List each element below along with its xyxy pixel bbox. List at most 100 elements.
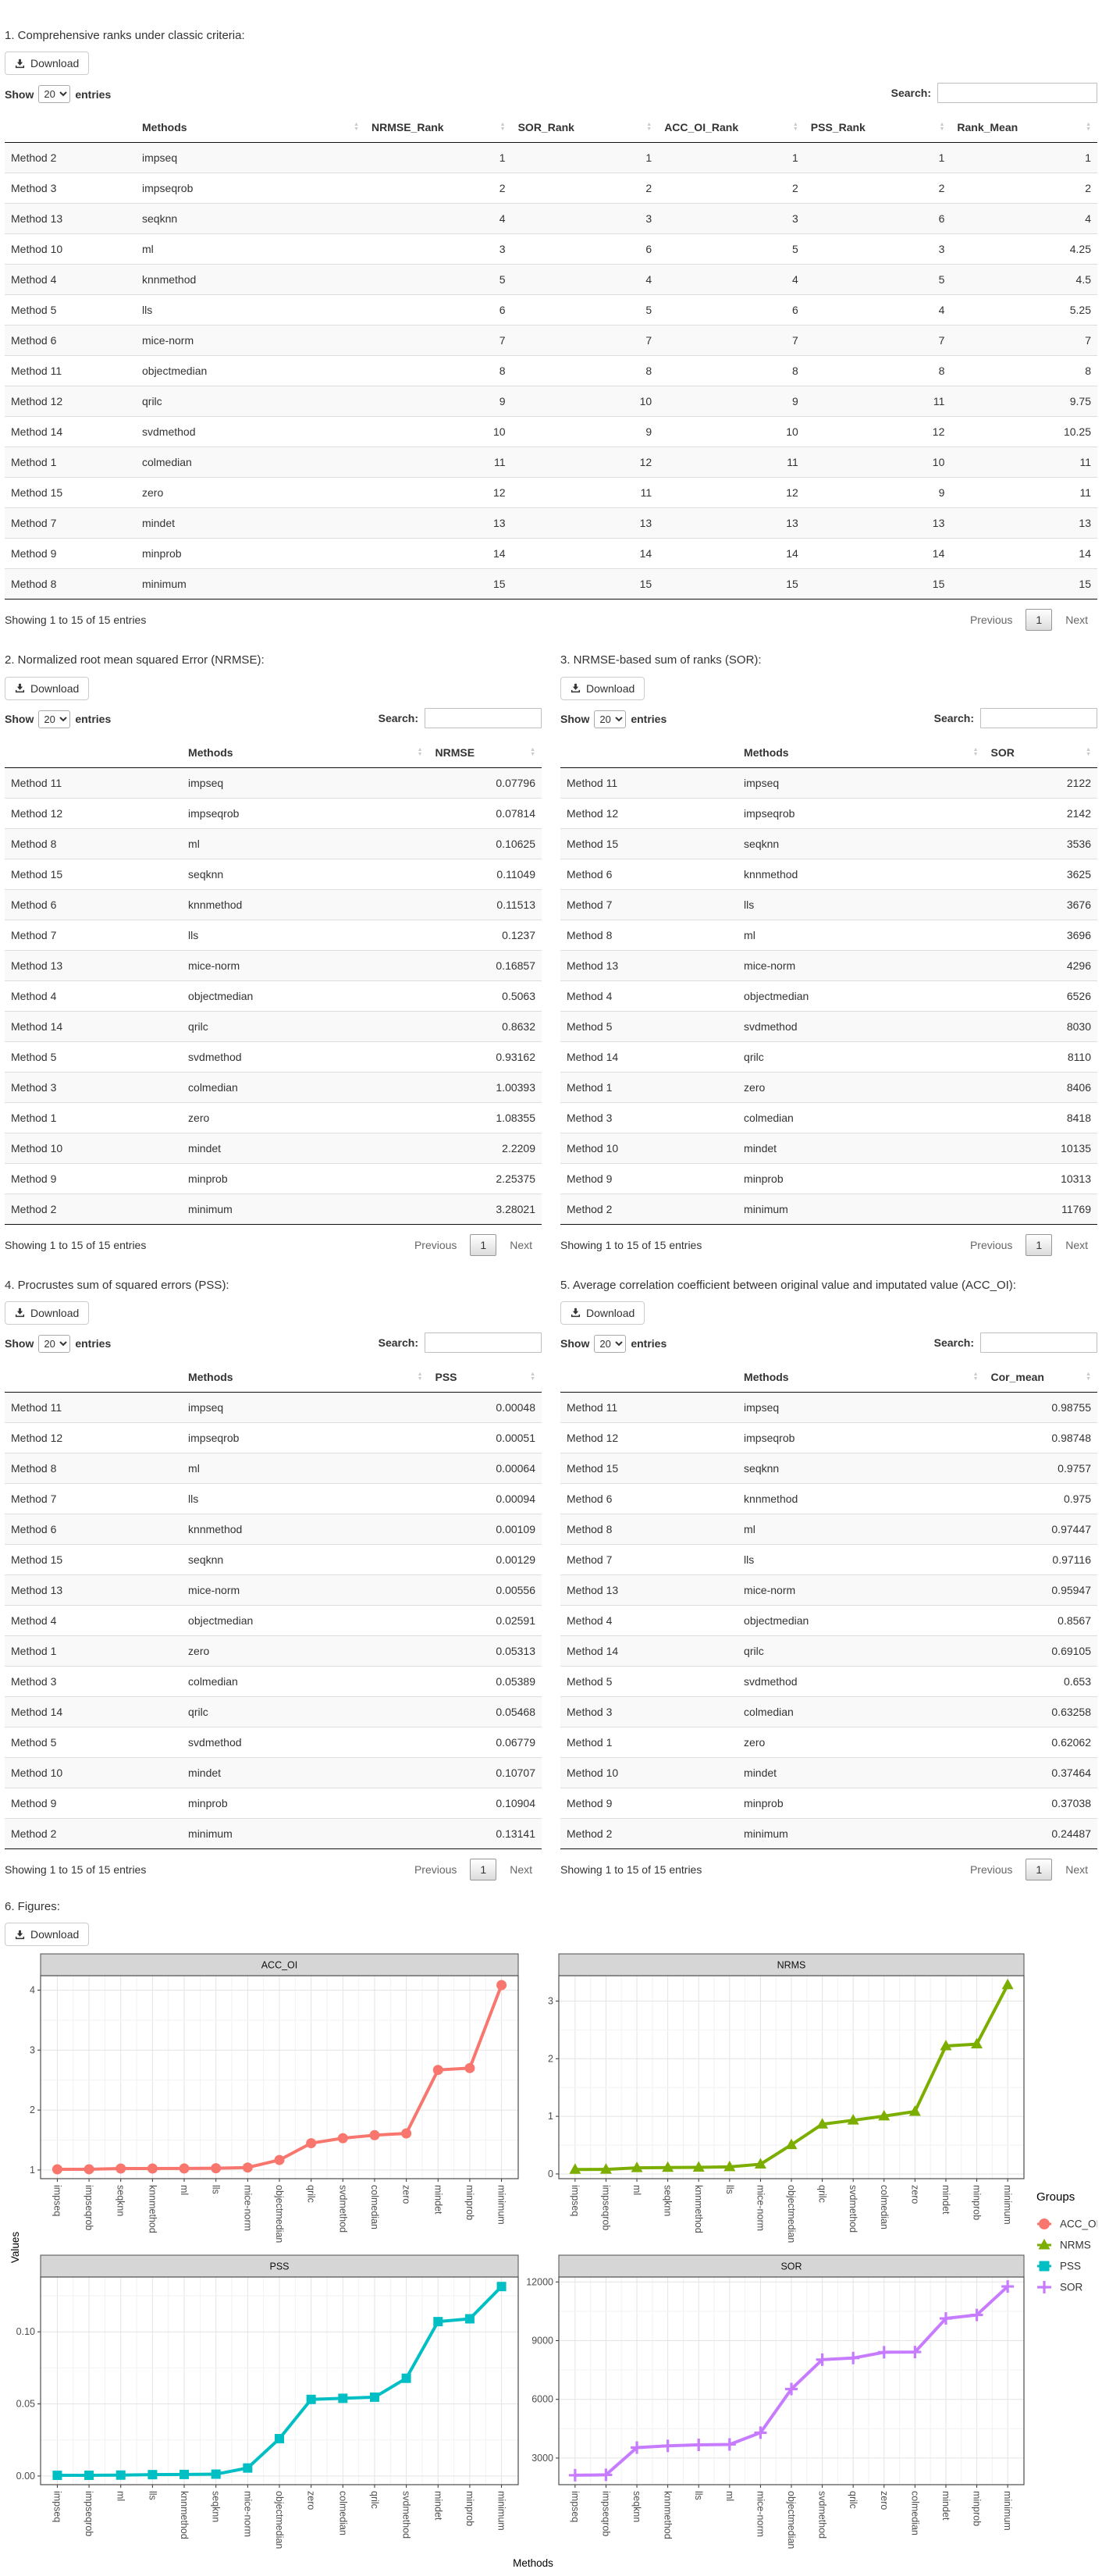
x-tick-label: colmedian <box>879 2185 890 2229</box>
column-header-pss-rank[interactable]: PSS_Rank ▲ ▼ <box>804 112 951 144</box>
column-label: NRMSE_Rank <box>371 121 444 134</box>
method-cell: impseqrob <box>744 1431 795 1444</box>
next-button[interactable]: Next <box>1065 1863 1088 1876</box>
column-header-methods[interactable]: Methods ▲ ▼ <box>182 1361 429 1393</box>
table-row: Method 8 ml 0.00064 <box>5 1453 542 1484</box>
table-header-row: Methods ▲ ▼ Cor_mean ▲ ▼ <box>560 1361 1097 1393</box>
method-cell: mice-norm <box>142 334 194 347</box>
previous-button[interactable]: Previous <box>969 1238 1013 1251</box>
previous-button[interactable]: Previous <box>969 1863 1013 1876</box>
value-cell: 9 <box>791 395 798 408</box>
figures-plot: ACC_OI 1 2 3 4 impseq impseqrob seqknn knnmethod… <box>5 1949 1099 2576</box>
column-header-sor-rank[interactable]: SOR_Rank ▲ ▼ <box>511 112 659 144</box>
value-cell: 12 <box>786 486 798 500</box>
row-name-cell: Method 4 <box>11 989 57 1002</box>
value-cell: 7 <box>645 334 652 347</box>
download-button[interactable]: Download <box>5 1923 90 1946</box>
previous-button[interactable]: Previous <box>414 1863 457 1876</box>
table-row: Method 7 mindet 13 13 13 13 13 <box>5 507 1097 539</box>
column-header-nrmse-rank[interactable]: NRMSE_Rank ▲ ▼ <box>365 112 512 144</box>
section-title: 6. Figures: <box>5 1899 60 1913</box>
row-name-cell: Method 7 <box>11 1492 57 1505</box>
previous-button[interactable]: Previous <box>414 1238 457 1251</box>
value-cell: 0.975 <box>1063 1492 1091 1505</box>
row-name-cell: Method 5 <box>567 1019 613 1033</box>
value-cell: 0.98748 <box>1051 1431 1091 1444</box>
table-row: Method 15 zero 12 11 12 9 11 <box>5 477 1097 508</box>
page-1-button[interactable]: 1 <box>470 1233 497 1256</box>
x-tick-label: minprob <box>464 2185 475 2220</box>
method-cell: mice-norm <box>188 959 240 972</box>
column-header-methods[interactable]: Methods ▲ ▼ <box>136 112 365 144</box>
download-button[interactable]: Download <box>5 676 90 700</box>
method-cell: svdmethod <box>744 1019 798 1033</box>
row-name-cell: Method 8 <box>567 1522 613 1535</box>
table-row: Method 11 impseq 0.07796 <box>5 767 542 798</box>
download-button[interactable]: Download <box>560 1300 645 1325</box>
column-header-pss[interactable]: PSS ▲ ▼ <box>428 1361 542 1393</box>
column-header-methods[interactable]: Methods ▲ ▼ <box>738 1361 985 1393</box>
sort-icon: ▲ ▼ <box>354 122 359 133</box>
page-1-button[interactable]: 1 <box>1026 1858 1053 1880</box>
value-cell: 0.1237 <box>502 928 535 941</box>
previous-button[interactable]: Previous <box>969 614 1013 627</box>
pagination: Previous 1 Next <box>961 1233 1097 1256</box>
column-header-cor-mean[interactable]: Cor_mean ▲ ▼ <box>984 1361 1097 1393</box>
y-tick-label: 6000 <box>531 2394 553 2405</box>
show-entries: Show 20 entries <box>560 710 667 728</box>
next-button[interactable]: Next <box>1065 614 1088 627</box>
value-cell: 0.97447 <box>1051 1522 1091 1535</box>
x-tick-label: colmedian <box>909 2491 920 2535</box>
show-entries-select[interactable]: 20 <box>38 1334 71 1353</box>
column-header-rank-mean[interactable]: Rank_Mean ▲ ▼ <box>951 112 1097 144</box>
download-button[interactable]: Download <box>5 1300 90 1325</box>
column-header-methods[interactable]: Methods ▲ ▼ <box>182 737 429 768</box>
value-cell: 9 <box>938 486 945 500</box>
column-header-sor[interactable]: SOR ▲ ▼ <box>984 737 1097 768</box>
x-tick-label: zero <box>879 2491 890 2510</box>
search-input[interactable] <box>980 707 1097 728</box>
show-entries-select[interactable]: 20 <box>38 85 71 104</box>
next-button[interactable]: Next <box>510 1238 532 1251</box>
search-input[interactable] <box>937 83 1097 104</box>
show-entries-select[interactable]: 20 <box>38 710 71 728</box>
table-row: Method 8 ml 0.97447 <box>560 1514 1097 1545</box>
method-cell: svdmethod <box>188 1735 242 1749</box>
x-tick-label: knnmethod <box>147 2185 158 2233</box>
column-header-nrmse[interactable]: NRMSE ▲ ▼ <box>428 737 542 768</box>
search-input[interactable] <box>980 1332 1097 1353</box>
row-name-cell: Method 13 <box>11 959 63 972</box>
download-label: Download <box>30 57 80 70</box>
download-icon <box>15 1308 25 1318</box>
next-button[interactable]: Next <box>510 1863 532 1876</box>
download-button[interactable]: Download <box>560 676 645 700</box>
row-name-cell: Method 5 <box>567 1674 613 1688</box>
table-row: Method 1 zero 0.05313 <box>5 1635 542 1667</box>
method-cell: qrilc <box>744 1644 764 1657</box>
page-1-button[interactable]: 1 <box>1026 1233 1053 1256</box>
column-header-methods[interactable]: Methods ▲ ▼ <box>738 737 985 768</box>
pagination: Previous 1 Next <box>961 1858 1097 1880</box>
sort-icon: ▲ ▼ <box>417 1371 423 1382</box>
show-entries-select[interactable]: 20 <box>594 710 627 728</box>
value-cell: 0.05389 <box>496 1674 535 1688</box>
search-label: Search: <box>890 87 931 100</box>
table-row: Method 14 qrilc 0.05468 <box>5 1696 542 1727</box>
download-button[interactable]: Download <box>5 52 90 76</box>
value-cell: 14 <box>786 547 798 560</box>
table-row: Method 6 knnmethod 0.00109 <box>5 1514 542 1545</box>
search-input[interactable] <box>425 707 542 728</box>
table-row: Method 13 seqknn 4 3 3 6 4 <box>5 203 1097 234</box>
column-header-acc-oi-rank[interactable]: ACC_OI_Rank ▲ ▼ <box>658 112 805 144</box>
table-row: Method 5 lls 6 5 6 4 5.25 <box>5 294 1097 326</box>
row-name-cell: Method 5 <box>11 1735 57 1749</box>
row-name-cell: Method 13 <box>11 212 63 226</box>
page-1-button[interactable]: 1 <box>1026 609 1053 632</box>
next-button[interactable]: Next <box>1065 1238 1088 1251</box>
section-title: 1. Comprehensive ranks under classic cri… <box>5 29 245 42</box>
facet-title: NRMS <box>777 1960 806 1971</box>
show-entries-select[interactable]: 20 <box>594 1334 627 1353</box>
table-info: Showing 1 to 15 of 15 entries <box>560 1238 702 1251</box>
page-1-button[interactable]: 1 <box>470 1858 497 1880</box>
search-input[interactable] <box>425 1332 542 1353</box>
